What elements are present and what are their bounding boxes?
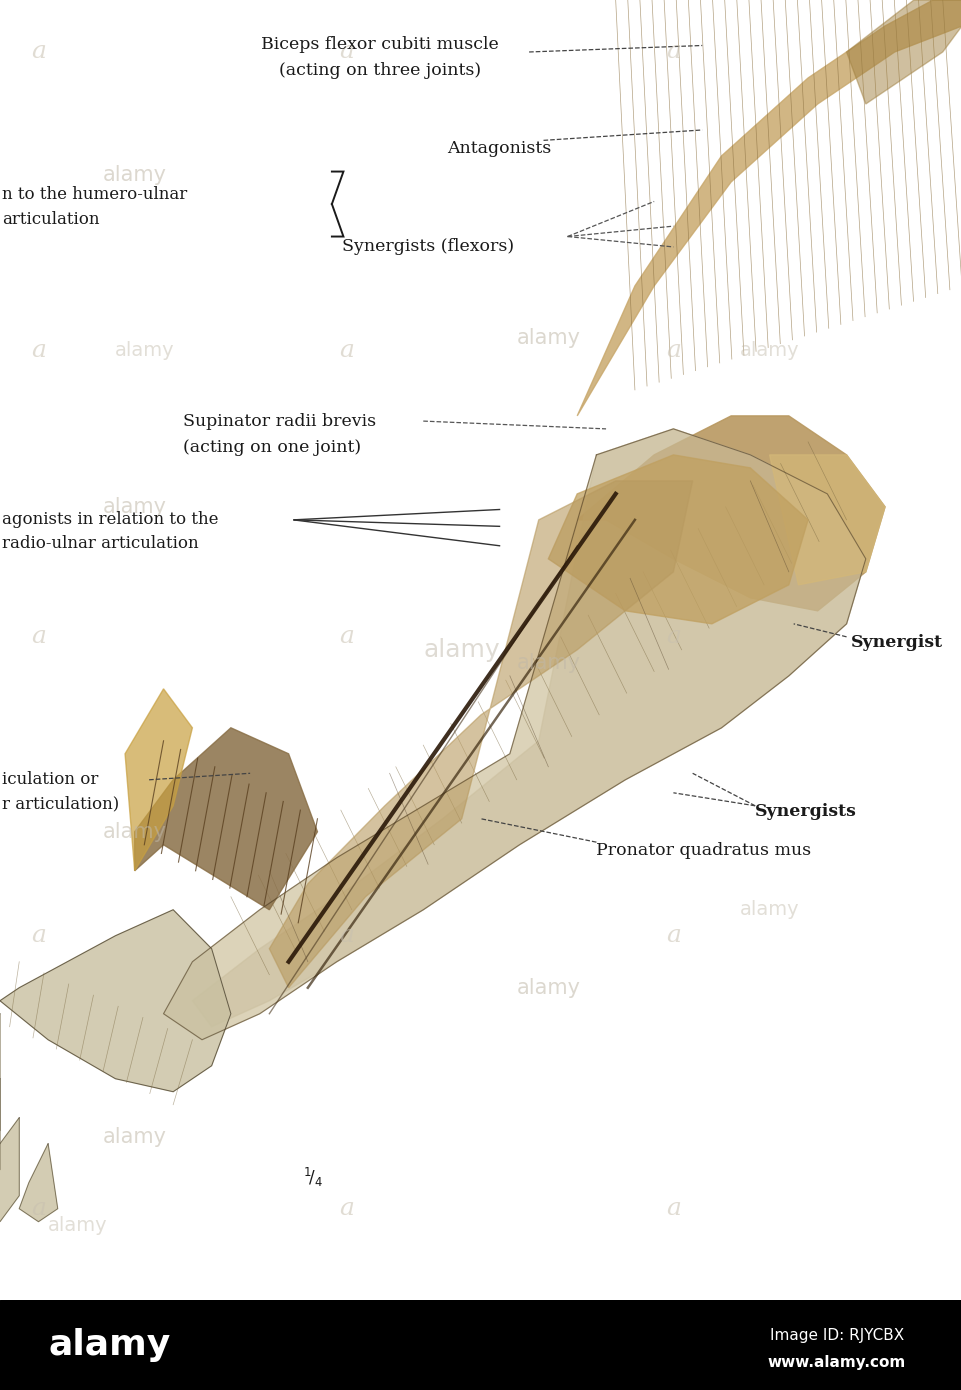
Text: a: a xyxy=(665,339,680,363)
Text: alamy: alamy xyxy=(103,1127,166,1147)
Polygon shape xyxy=(846,0,961,104)
Text: a: a xyxy=(338,1197,354,1220)
Polygon shape xyxy=(0,1118,19,1222)
Text: Pronator quadratus mus: Pronator quadratus mus xyxy=(596,842,811,859)
Text: articulation: articulation xyxy=(2,210,99,228)
Text: a: a xyxy=(31,924,46,947)
Text: alamy: alamy xyxy=(516,977,579,998)
Polygon shape xyxy=(577,0,961,416)
Text: Synergists: Synergists xyxy=(754,803,856,820)
Text: alamy: alamy xyxy=(739,342,799,360)
Text: Synergist: Synergist xyxy=(850,634,943,652)
Text: a: a xyxy=(338,40,354,64)
Text: a: a xyxy=(31,1197,46,1220)
Text: n to the humero-ulnar: n to the humero-ulnar xyxy=(2,186,187,203)
Text: alamy: alamy xyxy=(423,638,500,662)
Text: alamy: alamy xyxy=(48,1327,170,1362)
Text: alamy: alamy xyxy=(48,1216,108,1234)
Text: a: a xyxy=(665,40,680,64)
Polygon shape xyxy=(769,455,884,585)
Text: r articulation): r articulation) xyxy=(2,795,119,812)
Polygon shape xyxy=(0,909,231,1091)
Text: iculation or: iculation or xyxy=(2,770,98,788)
Text: a: a xyxy=(31,339,46,363)
Polygon shape xyxy=(192,430,865,1027)
Text: a: a xyxy=(31,626,46,648)
Text: alamy: alamy xyxy=(114,342,174,360)
Text: alamy: alamy xyxy=(103,496,166,517)
Text: alamy: alamy xyxy=(516,653,579,673)
Polygon shape xyxy=(135,728,317,909)
Text: Antagonists: Antagonists xyxy=(447,140,551,157)
Text: Synergists (flexors): Synergists (flexors) xyxy=(341,238,513,254)
Text: Supinator radii brevis: Supinator radii brevis xyxy=(183,413,376,431)
Text: a: a xyxy=(665,1197,680,1220)
Text: Biceps flexor cubiti muscle: Biceps flexor cubiti muscle xyxy=(260,36,499,53)
Text: a: a xyxy=(31,40,46,64)
Text: a: a xyxy=(338,626,354,648)
Text: alamy: alamy xyxy=(103,165,166,185)
Text: agonists in relation to the: agonists in relation to the xyxy=(2,510,218,528)
Text: a: a xyxy=(338,339,354,363)
Text: Image ID: RJYCBX: Image ID: RJYCBX xyxy=(769,1329,903,1343)
Text: alamy: alamy xyxy=(739,901,799,919)
Text: (acting on one joint): (acting on one joint) xyxy=(183,439,360,456)
Text: a: a xyxy=(665,924,680,947)
Text: (acting on three joints): (acting on three joints) xyxy=(279,63,480,79)
Polygon shape xyxy=(577,416,884,610)
Text: $^1\!/_4$: $^1\!/_4$ xyxy=(303,1166,322,1188)
Text: radio-ulnar articulation: radio-ulnar articulation xyxy=(2,535,198,552)
Polygon shape xyxy=(19,1144,58,1222)
Text: a: a xyxy=(665,626,680,648)
Text: a: a xyxy=(338,924,354,947)
Polygon shape xyxy=(548,455,807,624)
Text: alamy: alamy xyxy=(103,821,166,842)
Text: www.alamy.com: www.alamy.com xyxy=(767,1355,905,1371)
Polygon shape xyxy=(125,689,192,870)
Polygon shape xyxy=(163,430,865,1040)
Text: alamy: alamy xyxy=(516,328,579,348)
Polygon shape xyxy=(269,481,692,988)
